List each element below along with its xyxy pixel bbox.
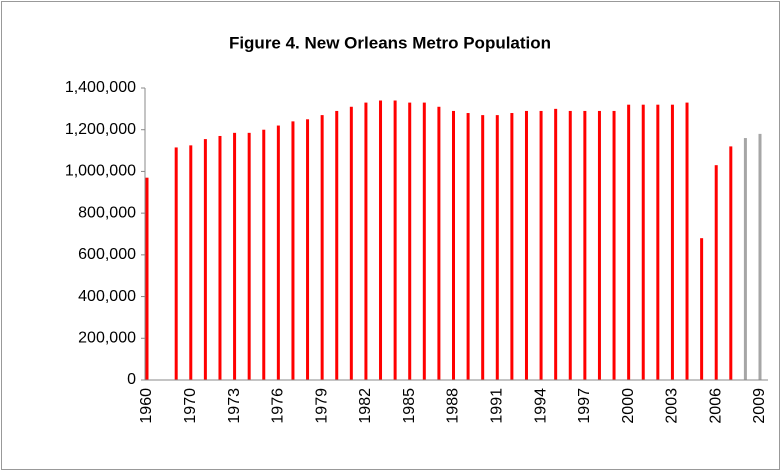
bar [276, 125, 280, 381]
bar [364, 102, 368, 380]
x-tick-label: 1997 [576, 388, 593, 424]
bar [729, 146, 733, 380]
x-tick-label: 1991 [489, 388, 506, 424]
bar [262, 129, 266, 380]
bar [670, 104, 674, 380]
y-tick-label: 0 [127, 371, 136, 388]
y-tick-label: 600,000 [78, 246, 136, 263]
bar [524, 110, 528, 380]
x-tick-label: 2000 [620, 388, 637, 424]
bar [612, 110, 616, 380]
bar [583, 110, 587, 380]
x-tick-label: 2003 [664, 388, 681, 424]
x-tick-label: 1988 [445, 388, 462, 424]
x-tick-label: 1970 [182, 388, 199, 424]
y-tick-label: 1,400,000 [65, 79, 136, 96]
bar [335, 110, 339, 380]
x-tick-label: 2006 [707, 388, 724, 424]
bar [554, 108, 558, 380]
bar [452, 110, 455, 380]
bar [437, 106, 441, 381]
bar [291, 121, 295, 380]
x-tick-label: 1982 [357, 388, 374, 424]
bar [422, 102, 426, 380]
x-tick-label: 1976 [270, 388, 287, 424]
bar [247, 132, 251, 380]
bar [306, 119, 310, 381]
y-tick-label: 1,000,000 [65, 163, 136, 180]
y-tick-label: 400,000 [78, 288, 136, 305]
x-tick-label: 1985 [401, 388, 418, 424]
x-tick-label: 1994 [532, 388, 549, 424]
bar [714, 165, 718, 380]
bar [641, 104, 645, 380]
bar [174, 147, 178, 380]
bar [656, 104, 660, 380]
bar [145, 177, 149, 380]
y-tick-label: 800,000 [78, 204, 136, 221]
bar [685, 102, 689, 380]
y-tick-label: 1,200,000 [65, 121, 136, 138]
bar [218, 135, 222, 380]
x-tick-label: 1960 [138, 388, 155, 424]
bar [408, 102, 412, 380]
bar [189, 145, 193, 380]
bar [568, 110, 572, 380]
bar [758, 133, 762, 380]
bar [393, 100, 397, 380]
x-tick-label: 2009 [751, 388, 768, 424]
bar [700, 238, 704, 380]
y-tick-label: 200,000 [78, 330, 136, 347]
bar [233, 132, 237, 380]
bar [510, 113, 514, 381]
chart-title: Figure 4. New Orleans Metro Population [229, 33, 551, 52]
x-tick-label: 1979 [313, 388, 330, 424]
bar [320, 115, 324, 380]
bar [743, 138, 747, 380]
x-tick-label: 1973 [226, 388, 243, 424]
bar [481, 115, 485, 380]
bar [466, 113, 470, 381]
bar [495, 115, 499, 380]
bar [379, 100, 383, 380]
bar [539, 110, 543, 380]
bar [597, 110, 601, 380]
bar [349, 106, 353, 381]
bar [627, 104, 631, 380]
bar [203, 139, 207, 380]
